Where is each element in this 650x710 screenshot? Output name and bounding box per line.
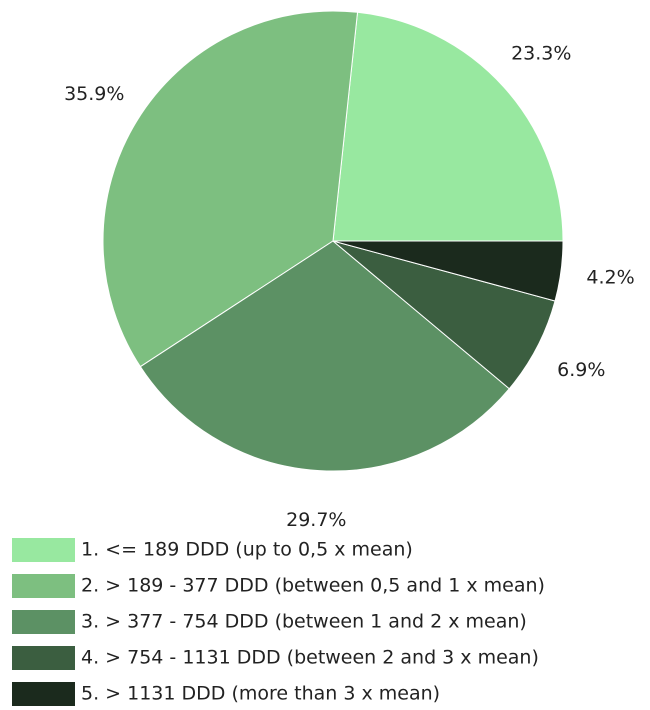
legend-label: 5. > 1131 DDD (more than 3 x mean)	[81, 683, 440, 705]
pie-slice	[332, 11, 564, 242]
pie-slice	[102, 10, 359, 368]
legend-swatch	[12, 538, 75, 562]
slice-label: 35.9%	[64, 83, 124, 105]
pie-slice	[139, 240, 510, 472]
legend-swatch	[12, 646, 75, 670]
legend-label: 4. > 754 - 1131 DDD (between 2 and 3 x m…	[81, 647, 539, 669]
slice-label: 23.3%	[511, 42, 571, 64]
legend-swatch	[12, 610, 75, 634]
legend-swatch	[12, 682, 75, 706]
pie-slice	[332, 240, 564, 302]
legend-label: 3. > 377 - 754 DDD (between 1 and 2 x me…	[81, 611, 527, 633]
slice-label: 29.7%	[286, 509, 346, 531]
slice-label: 6.9%	[557, 359, 605, 381]
legend-swatch	[12, 574, 75, 598]
legend-label: 2. > 189 - 377 DDD (between 0,5 and 1 x …	[81, 575, 545, 597]
slice-label: 4.2%	[586, 266, 634, 288]
legend-label: 1. <= 189 DDD (up to 0,5 x mean)	[81, 539, 413, 561]
